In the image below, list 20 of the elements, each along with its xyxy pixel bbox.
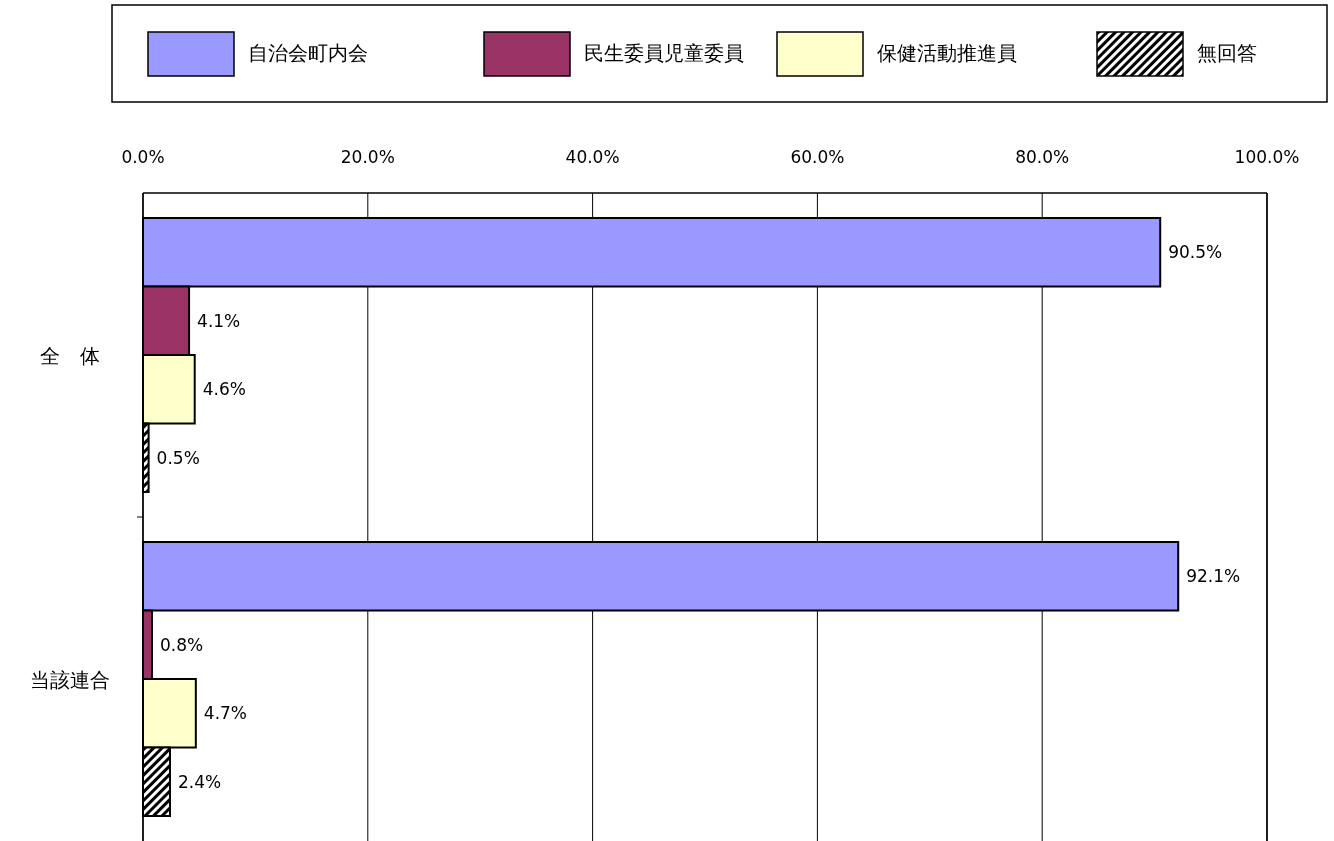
data-label: 92.1% [1186, 566, 1241, 587]
x-tick-label: 80.0% [1015, 147, 1070, 167]
data-label: 4.7% [203, 703, 248, 724]
x-tick-label: 40.0% [565, 147, 620, 167]
data-label: 2.4% [177, 771, 222, 792]
legend-label: 自治会町内会 [248, 41, 368, 65]
y-tick-label: 当該連合 [30, 668, 110, 692]
legend-label: 民生委員児童委員 [584, 41, 744, 65]
data-label: 0.5% [156, 447, 200, 468]
data-label: 4.1% [197, 310, 241, 331]
y-tick-label: 全 体 [40, 344, 100, 368]
legend-label: 保健活動推進員 [877, 41, 1017, 65]
data-label: 90.5% [1168, 242, 1223, 263]
x-tick-label: 0.0% [121, 147, 165, 167]
x-tick-label: 60.0% [790, 147, 845, 167]
x-tick-label: 100.0% [1234, 147, 1300, 167]
data-label: 4.6% [202, 379, 246, 400]
legend-label: 無回答 [1197, 41, 1257, 65]
data-label: 0.8% [159, 634, 204, 655]
x-tick-label: 20.0% [340, 147, 395, 167]
